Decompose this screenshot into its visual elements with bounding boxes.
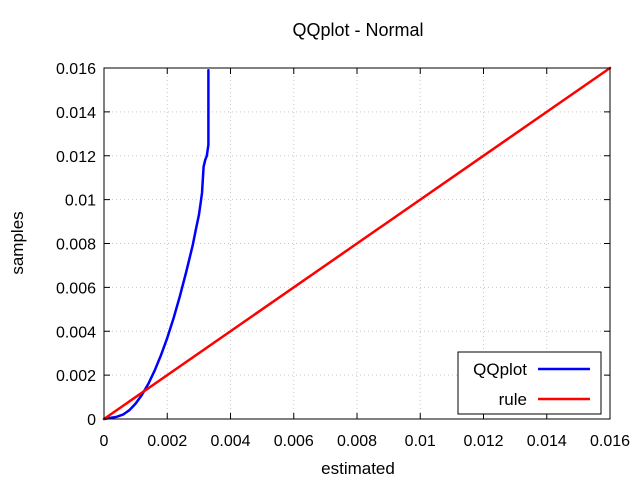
- y-tick-label: 0.008: [56, 237, 96, 254]
- series-layer: [102, 66, 612, 421]
- y-tick-label: 0.004: [56, 324, 96, 341]
- legend-label-qqplot: QQplot: [473, 360, 527, 379]
- axis-ticks: 0 0.002 0.004 0.006 0.008 0.01 0.012 0.014 0.016…: [56, 61, 630, 450]
- y-tick-label: 0.014: [56, 105, 96, 122]
- y-tick-label: 0.012: [56, 149, 96, 166]
- legend-label-rule: rule: [499, 390, 527, 409]
- y-tick-label: 0.01: [65, 193, 96, 210]
- x-tick-label: 0.012: [463, 433, 503, 450]
- x-tick-label: 0.006: [274, 433, 314, 450]
- y-tick-label: 0.006: [56, 280, 96, 297]
- chart-title: QQplot - Normal: [292, 20, 423, 40]
- legend: QQplot rule: [457, 351, 602, 415]
- x-tick-label: 0.014: [527, 433, 567, 450]
- legend-box: [457, 351, 602, 415]
- x-tick-label: 0.016: [590, 433, 630, 450]
- y-tick-label: 0: [87, 412, 96, 429]
- series-line-rule: [102, 66, 612, 421]
- x-tick-label: 0.002: [147, 433, 187, 450]
- x-axis-title: estimated: [321, 459, 395, 478]
- x-tick-label: 0.004: [210, 433, 250, 450]
- x-tick-label: 0.01: [405, 433, 436, 450]
- x-tick-label: 0.008: [337, 433, 377, 450]
- series-line-qqplot: [102, 68, 210, 421]
- x-tick-label: 0: [100, 433, 109, 450]
- y-tick-label: 0.016: [56, 61, 96, 78]
- y-tick-label: 0.002: [56, 368, 96, 385]
- y-axis-title: samples: [8, 211, 27, 274]
